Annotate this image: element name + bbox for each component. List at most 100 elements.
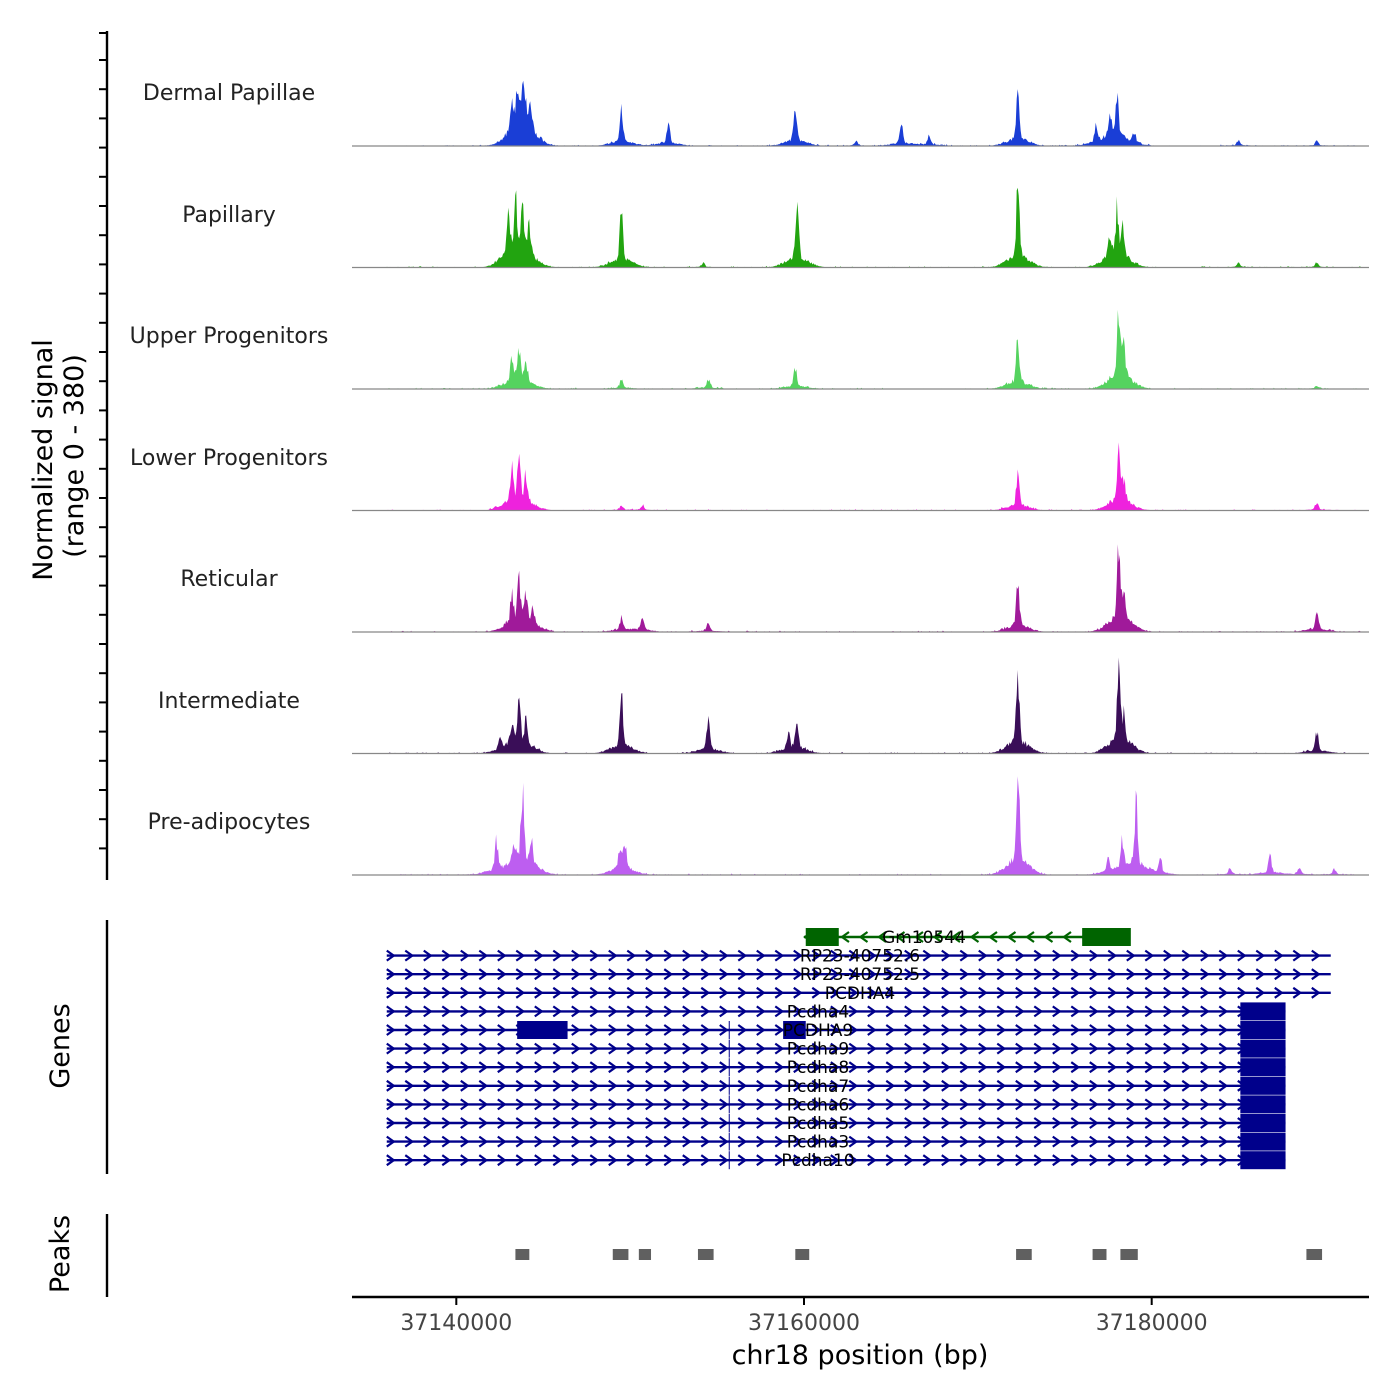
strand-arrow [1218, 1135, 1229, 1148]
track-label: Papillary [182, 203, 276, 228]
strand-arrow [386, 1042, 396, 1055]
strand-arrow [626, 1154, 637, 1167]
strand-arrow [830, 1042, 840, 1055]
strand-arrow [1200, 1061, 1210, 1074]
strand-arrow [774, 1079, 785, 1092]
coverage-area [352, 80, 1369, 146]
strand-arrow [534, 1042, 544, 1055]
strand-arrow [1107, 986, 1118, 999]
strand-arrow [423, 1024, 433, 1036]
strand-arrow [904, 1135, 914, 1148]
strand-arrow [515, 968, 526, 981]
strand-arrow [534, 1005, 544, 1018]
strand-arrow [830, 949, 840, 962]
strand-arrow [1218, 1079, 1229, 1092]
strand-arrow [867, 1005, 877, 1018]
gene-gm10544: Gm10544 [803, 928, 1131, 948]
strand-arrow [1163, 1135, 1173, 1148]
strand-arrow [497, 1098, 507, 1111]
gene-pcdha4: PCDHA4 [386, 984, 1331, 1004]
strand-arrow [552, 949, 563, 962]
strand-arrow [552, 986, 563, 999]
strand-arrow [1311, 968, 1321, 981]
strand-arrow [922, 986, 933, 999]
strand-arrow [1163, 1154, 1173, 1167]
strand-arrow [1052, 1098, 1062, 1111]
strand-arrow [904, 1042, 914, 1055]
strand-arrow [885, 986, 896, 999]
strand-arrow [700, 1024, 711, 1036]
strand-arrow [885, 968, 896, 981]
strand-arrow [988, 931, 998, 943]
strand-arrow [386, 1005, 396, 1018]
strand-arrow [1181, 1079, 1192, 1092]
strand-arrow [1144, 949, 1155, 962]
strand-arrow [867, 1061, 877, 1074]
strand-arrow [1107, 1061, 1118, 1074]
strand-arrow [608, 1005, 618, 1018]
strand-arrow [774, 1135, 785, 1148]
strand-arrow [1237, 986, 1247, 999]
strand-arrow [793, 1098, 803, 1111]
strand-arrow [1126, 1005, 1136, 1018]
strand-arrow [423, 986, 433, 999]
strand-arrow [996, 949, 1007, 962]
strand-arrow [386, 949, 396, 962]
strand-arrow [1200, 1117, 1210, 1129]
exon-block [1240, 1021, 1286, 1039]
strand-arrow [1089, 949, 1099, 962]
strand-arrow [774, 1061, 785, 1074]
strand-arrow [589, 986, 600, 999]
gene-label: Pcdha5 [787, 1114, 849, 1134]
strand-arrow [1218, 986, 1229, 999]
strand-arrow [700, 1061, 711, 1074]
strand-arrow [922, 1042, 933, 1055]
strand-arrow [1144, 986, 1155, 999]
strand-arrow [682, 1154, 692, 1167]
strand-arrow [737, 986, 748, 999]
strand-arrow [497, 1117, 507, 1129]
strand-arrow [1200, 968, 1210, 981]
strand-arrow [978, 1005, 988, 1018]
strand-arrow [608, 1098, 618, 1111]
strand-arrow [1070, 1117, 1081, 1129]
strand-arrow [737, 1117, 748, 1129]
strand-arrow [1025, 931, 1035, 943]
strand-arrow [867, 1098, 877, 1111]
strand-arrow [423, 1135, 433, 1148]
strand-arrow [941, 1005, 951, 1018]
strand-arrow [682, 1079, 692, 1092]
peak-region [1016, 1249, 1032, 1260]
strand-arrow [904, 1098, 914, 1111]
strand-arrow [1070, 1079, 1081, 1092]
strand-arrow [959, 1135, 970, 1148]
strand-arrow [951, 931, 961, 943]
strand-arrow [811, 1024, 822, 1036]
strand-arrow [1126, 1061, 1136, 1074]
strand-arrow [1163, 1061, 1173, 1074]
strand-arrow [589, 1042, 600, 1055]
strand-arrow [941, 1024, 951, 1036]
strand-arrow [719, 968, 729, 981]
strand-arrow [1163, 1117, 1173, 1129]
strand-arrow [626, 968, 637, 981]
strand-arrow [904, 949, 914, 962]
strand-arrow [386, 1098, 396, 1111]
strand-arrow [848, 1005, 859, 1018]
strand-arrow [700, 1079, 711, 1092]
strand-arrow [774, 949, 785, 962]
y-axis-title-line2: (range 0 - 380) [59, 354, 90, 558]
strand-arrow [682, 1061, 692, 1074]
strand-arrow [423, 949, 433, 962]
peak-region [612, 1249, 629, 1260]
strand-arrow [1052, 949, 1062, 962]
strand-arrow [626, 986, 637, 999]
strand-arrow [1163, 949, 1173, 962]
gene-label: PCDHA4 [825, 984, 895, 1004]
strand-arrow [941, 1117, 951, 1129]
strand-arrow [663, 1005, 674, 1018]
strand-arrow [885, 1079, 896, 1092]
gene-label: Pcdha10 [781, 1151, 854, 1171]
strand-arrow [1052, 1005, 1062, 1018]
strand-arrow [1274, 968, 1284, 981]
